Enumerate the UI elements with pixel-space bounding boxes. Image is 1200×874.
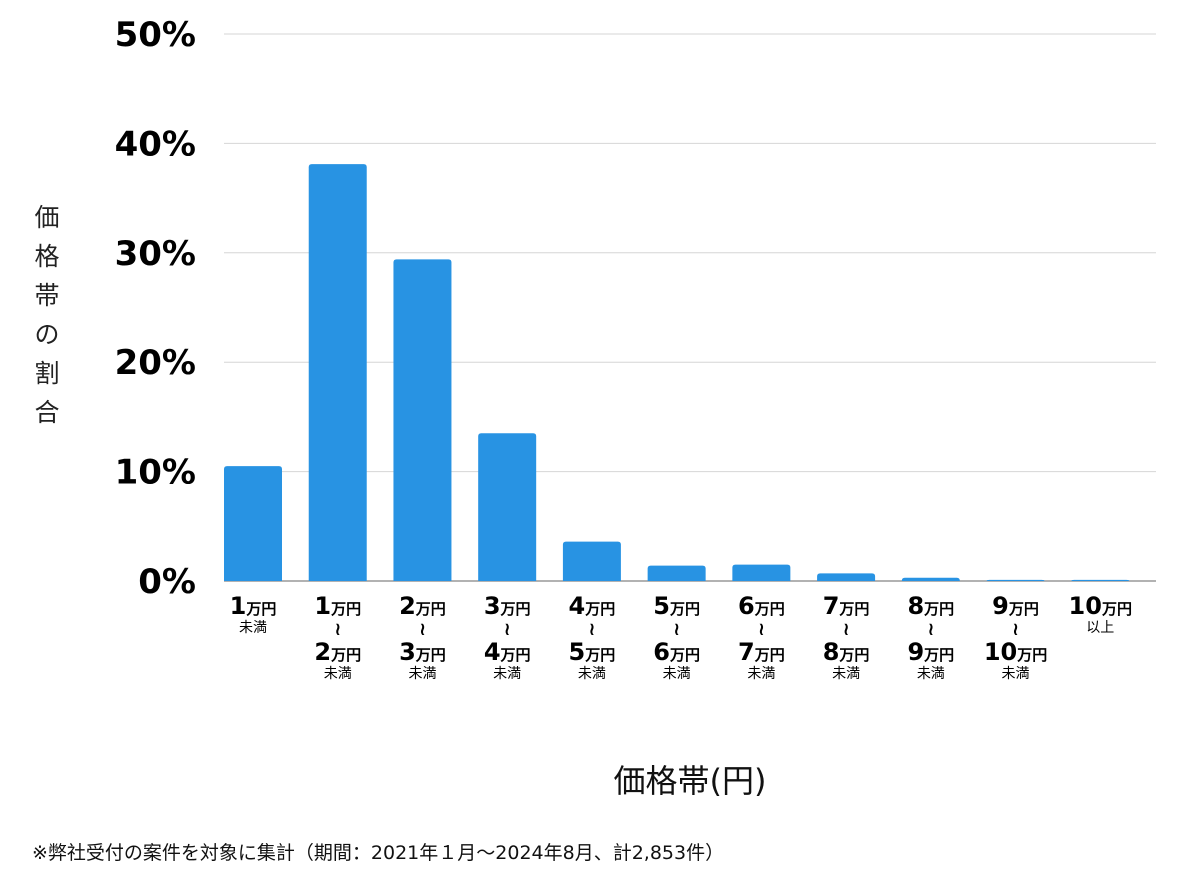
bar bbox=[224, 466, 282, 581]
tick-note: 未満 bbox=[408, 666, 437, 682]
range-separator: ≀ bbox=[927, 619, 935, 640]
range-separator: ≀ bbox=[419, 619, 426, 640]
tick-note: 以上 bbox=[1086, 620, 1115, 636]
tick-unit: 万円 bbox=[1017, 646, 1048, 664]
tick-note: 未満 bbox=[1001, 666, 1030, 682]
tick-number: 2 bbox=[314, 638, 332, 666]
tick-number: 10 bbox=[983, 638, 1018, 666]
bar bbox=[817, 573, 876, 581]
tick-unit: 万円 bbox=[415, 600, 446, 618]
tick-unit: 万円 bbox=[331, 600, 362, 618]
tick-number: 2 bbox=[399, 592, 416, 620]
tick-unit: 万円 bbox=[585, 600, 616, 618]
tick-number: 7 bbox=[738, 638, 755, 666]
tick-unit: 万円 bbox=[1008, 600, 1039, 618]
tick-number: 3 bbox=[399, 638, 416, 666]
y-tick-label: 0% bbox=[138, 562, 196, 602]
tick-number: 4 bbox=[483, 638, 501, 666]
tick-unit: 万円 bbox=[1101, 600, 1132, 618]
tick-unit: 万円 bbox=[839, 600, 870, 618]
x-tick-label: 1万円 ≀ 2万円 未満 bbox=[295, 594, 380, 681]
range-separator: ≀ bbox=[334, 619, 342, 640]
x-tick-label: 2万円 ≀ 3万円 未満 bbox=[380, 594, 465, 681]
tick-unit: 万円 bbox=[415, 646, 446, 664]
tick-number: 5 bbox=[568, 638, 586, 666]
bar bbox=[647, 565, 706, 581]
tick-unit: 万円 bbox=[924, 646, 955, 664]
bar bbox=[901, 577, 960, 581]
x-tick-label: 5万円 ≀ 6万円 未満 bbox=[634, 594, 719, 681]
x-tick-label: 3万円 ≀ 4万円 未満 bbox=[465, 594, 550, 681]
tick-number: 6 bbox=[738, 592, 755, 620]
tick-number: 10 bbox=[1068, 592, 1102, 620]
tick-note: 未満 bbox=[916, 666, 945, 682]
tick-unit: 万円 bbox=[500, 600, 531, 618]
tick-number: 4 bbox=[568, 592, 586, 620]
tick-unit: 万円 bbox=[246, 600, 277, 618]
tick-note: 未満 bbox=[239, 620, 267, 636]
footnote: ※弊社受付の案件を対象に集計（期間：2021年１月〜2024年8月、計2,853… bbox=[32, 842, 725, 864]
x-tick-label: 8万円 ≀ 9万円 未満 bbox=[888, 594, 973, 681]
range-separator: ≀ bbox=[757, 619, 765, 640]
x-tick-label: 9万円 ≀ 10万円 未満 bbox=[973, 594, 1058, 681]
x-tick-label: 1万円未満 bbox=[211, 594, 296, 635]
range-separator: ≀ bbox=[842, 619, 850, 640]
tick-number: 8 bbox=[907, 592, 925, 620]
tick-number: 5 bbox=[653, 592, 670, 620]
bar bbox=[1071, 579, 1130, 581]
x-tick-label: 6万円 ≀ 7万円 未満 bbox=[719, 594, 804, 681]
tick-unit: 万円 bbox=[331, 646, 362, 664]
tick-unit: 万円 bbox=[500, 646, 531, 664]
tick-note: 未満 bbox=[323, 666, 352, 682]
tick-note: 未満 bbox=[493, 666, 522, 682]
bar bbox=[986, 579, 1045, 581]
tick-number: 8 bbox=[822, 638, 840, 666]
x-axis-label: 価格帯(円) bbox=[613, 762, 767, 800]
tick-number: 7 bbox=[822, 592, 840, 620]
tick-note: 未満 bbox=[747, 666, 776, 682]
y-tick-label: 30% bbox=[115, 234, 196, 274]
tick-unit: 万円 bbox=[669, 646, 700, 664]
y-tick-label: 50% bbox=[115, 15, 196, 55]
tick-unit: 万円 bbox=[585, 646, 616, 664]
range-separator: ≀ bbox=[673, 619, 680, 640]
range-separator: ≀ bbox=[1012, 619, 1019, 640]
bar bbox=[393, 259, 452, 581]
x-tick-label: 10万円以上 bbox=[1058, 594, 1143, 635]
bar bbox=[478, 433, 537, 581]
tick-number: 1 bbox=[314, 592, 332, 620]
x-tick-label: 7万円 ≀ 8万円 未満 bbox=[804, 594, 889, 681]
tick-unit: 万円 bbox=[754, 600, 785, 618]
tick-number: 3 bbox=[483, 592, 501, 620]
tick-number: 9 bbox=[907, 638, 925, 666]
y-tick-label: 40% bbox=[115, 124, 196, 164]
tick-number: 9 bbox=[992, 592, 1009, 620]
bar bbox=[308, 164, 367, 581]
range-separator: ≀ bbox=[503, 619, 511, 640]
tick-note: 未満 bbox=[832, 666, 861, 682]
tick-unit: 万円 bbox=[924, 600, 955, 618]
tick-number: 1 bbox=[229, 592, 247, 620]
bar bbox=[562, 541, 621, 581]
y-tick-label: 10% bbox=[115, 453, 196, 493]
tick-unit: 万円 bbox=[754, 646, 785, 664]
tick-unit: 万円 bbox=[839, 646, 870, 664]
tick-note: 未満 bbox=[662, 666, 691, 682]
tick-note: 未満 bbox=[577, 666, 606, 682]
tick-unit: 万円 bbox=[669, 600, 700, 618]
y-axis-label: 価格帯の割合 bbox=[34, 203, 60, 427]
range-separator: ≀ bbox=[588, 619, 596, 640]
x-tick-label: 4万円 ≀ 5万円 未満 bbox=[549, 594, 634, 681]
y-tick-label: 20% bbox=[115, 343, 196, 383]
tick-number: 6 bbox=[653, 638, 670, 666]
bar bbox=[732, 564, 791, 581]
